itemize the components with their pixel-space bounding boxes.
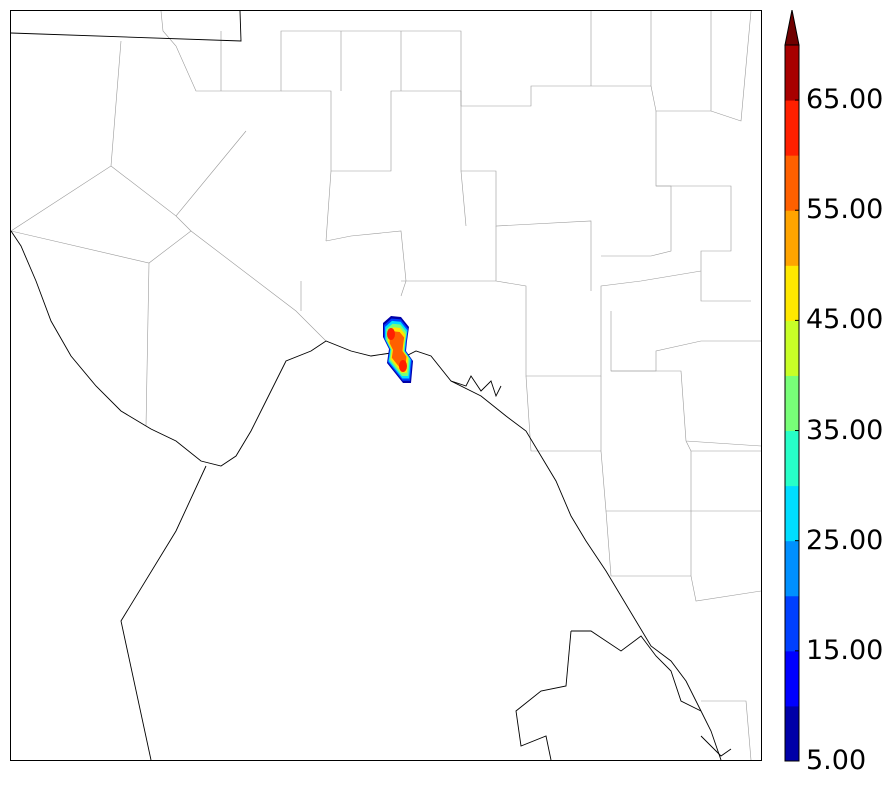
colorbar-tick-label: 55.00 [806, 194, 884, 226]
colorbar-band [785, 155, 799, 211]
colorbar-tick-label: 15.00 [806, 634, 884, 666]
colorbar-band [785, 45, 799, 101]
colorbar-tick-label: 35.00 [806, 414, 884, 446]
precip-contour-blob [383, 316, 413, 383]
colorbar-band [785, 210, 799, 266]
colorbar-tick-label: 65.00 [806, 84, 884, 116]
state-borders [11, 11, 732, 760]
colorbar-outline [784, 44, 800, 762]
colorbar-tick-label: 25.00 [806, 524, 884, 556]
colorbar-band [785, 430, 799, 487]
colorbar-tick-label: 5.00 [806, 745, 867, 776]
colorbar-band [785, 705, 799, 762]
county-lines [11, 11, 761, 760]
colorbar-band [785, 485, 799, 542]
colorbar-tick-label: 45.00 [806, 304, 884, 336]
colorbar-band [785, 595, 799, 652]
colorbar-band [785, 650, 799, 707]
colorbar-extend-arrow [784, 10, 800, 46]
map-canvas [11, 11, 761, 760]
colorbar-band [785, 100, 799, 156]
contour-level [389, 331, 407, 369]
colorbar-band [785, 375, 799, 432]
contour-core [387, 328, 395, 340]
colorbar [784, 10, 800, 762]
colorbar-band [785, 540, 799, 597]
map-panel [10, 10, 762, 761]
contour-core [399, 360, 407, 372]
colorbar-band [785, 265, 799, 321]
colorbar-band [785, 320, 799, 376]
